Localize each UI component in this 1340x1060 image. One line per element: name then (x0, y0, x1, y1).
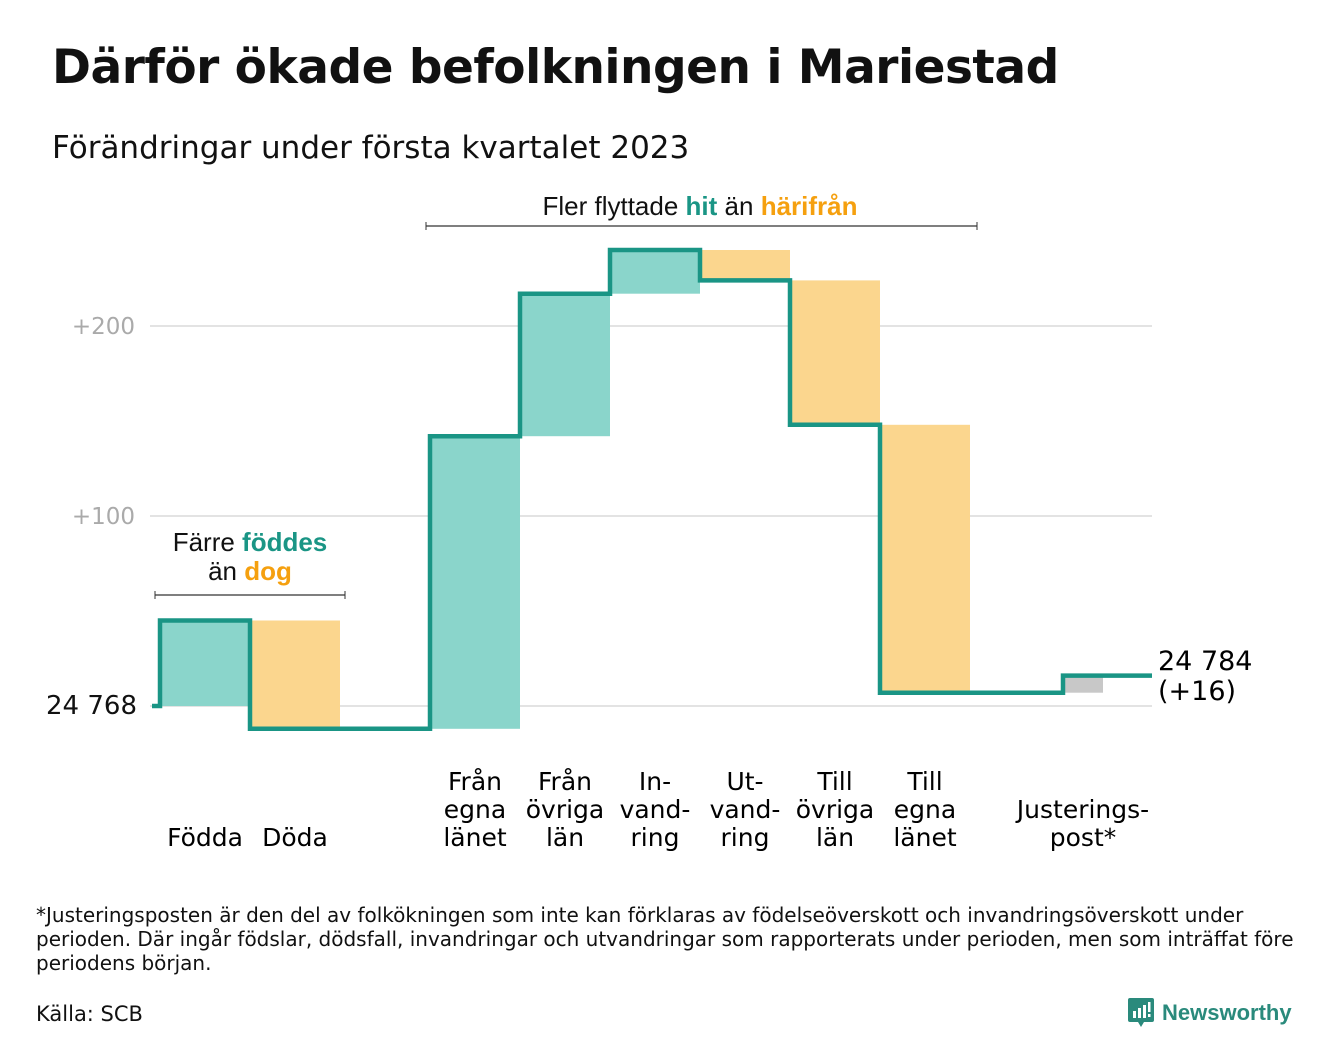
category-label: post* (1050, 823, 1117, 852)
category-label: egna (894, 795, 956, 824)
start-value-label: 24 768 (46, 691, 137, 721)
bar-increase (610, 250, 700, 294)
category-label: övriga (796, 795, 875, 824)
page-title: Därför ökade befolkningen i Mariestad (52, 40, 1059, 95)
annotation-births-line1: Färre föddes (173, 527, 328, 557)
category-label: ring (631, 823, 680, 852)
category-label: Döda (262, 823, 328, 852)
cumulative-line (152, 247, 1152, 732)
category-label: länet (893, 823, 956, 852)
category-label: länet (443, 823, 506, 852)
category-label: In- (639, 767, 671, 796)
bar-decrease (700, 250, 790, 281)
subtitle: Förändringar under första kvartalet 2023 (52, 130, 690, 166)
bar-increase (160, 620, 250, 706)
annotation-births-line2: än dog (208, 556, 292, 586)
end-change-label: (+16) (1158, 676, 1236, 707)
bar-increase (430, 436, 520, 729)
category-label: vand- (620, 795, 691, 824)
category-label: Justerings- (1015, 795, 1149, 824)
category-label: Födda (167, 823, 243, 852)
newsworthy-logo: Newsworthy (1128, 998, 1292, 1028)
bar-decrease (790, 280, 880, 425)
category-label: Från (538, 767, 592, 796)
category-label: Från (448, 767, 502, 796)
category-label: Till (906, 767, 942, 796)
category-label: egna (444, 795, 506, 824)
category-label: Ut- (726, 767, 763, 796)
category-label: vand- (710, 795, 781, 824)
source: Källa: SCB (36, 1002, 143, 1026)
category-label: län (546, 823, 584, 852)
category-label: ring (721, 823, 770, 852)
category-label: Till (816, 767, 852, 796)
category-label: län (816, 823, 854, 852)
newsworthy-logo-icon (1128, 998, 1154, 1027)
footnote: *Justeringsposten är den del av folkökni… (36, 903, 1294, 975)
bar-decrease (250, 620, 340, 729)
y-tick-label: +100 (72, 504, 135, 530)
category-label: övriga (526, 795, 605, 824)
bar-decrease (880, 424, 970, 693)
annotation-migration: Fler flyttade hit än härifrån (542, 191, 857, 221)
end-value-label: 24 784 (1158, 646, 1252, 677)
bar-adjust (1063, 675, 1103, 693)
brand-name: Newsworthy (1162, 1000, 1292, 1025)
y-tick-label: +200 (72, 314, 135, 340)
bar-increase (520, 293, 610, 437)
